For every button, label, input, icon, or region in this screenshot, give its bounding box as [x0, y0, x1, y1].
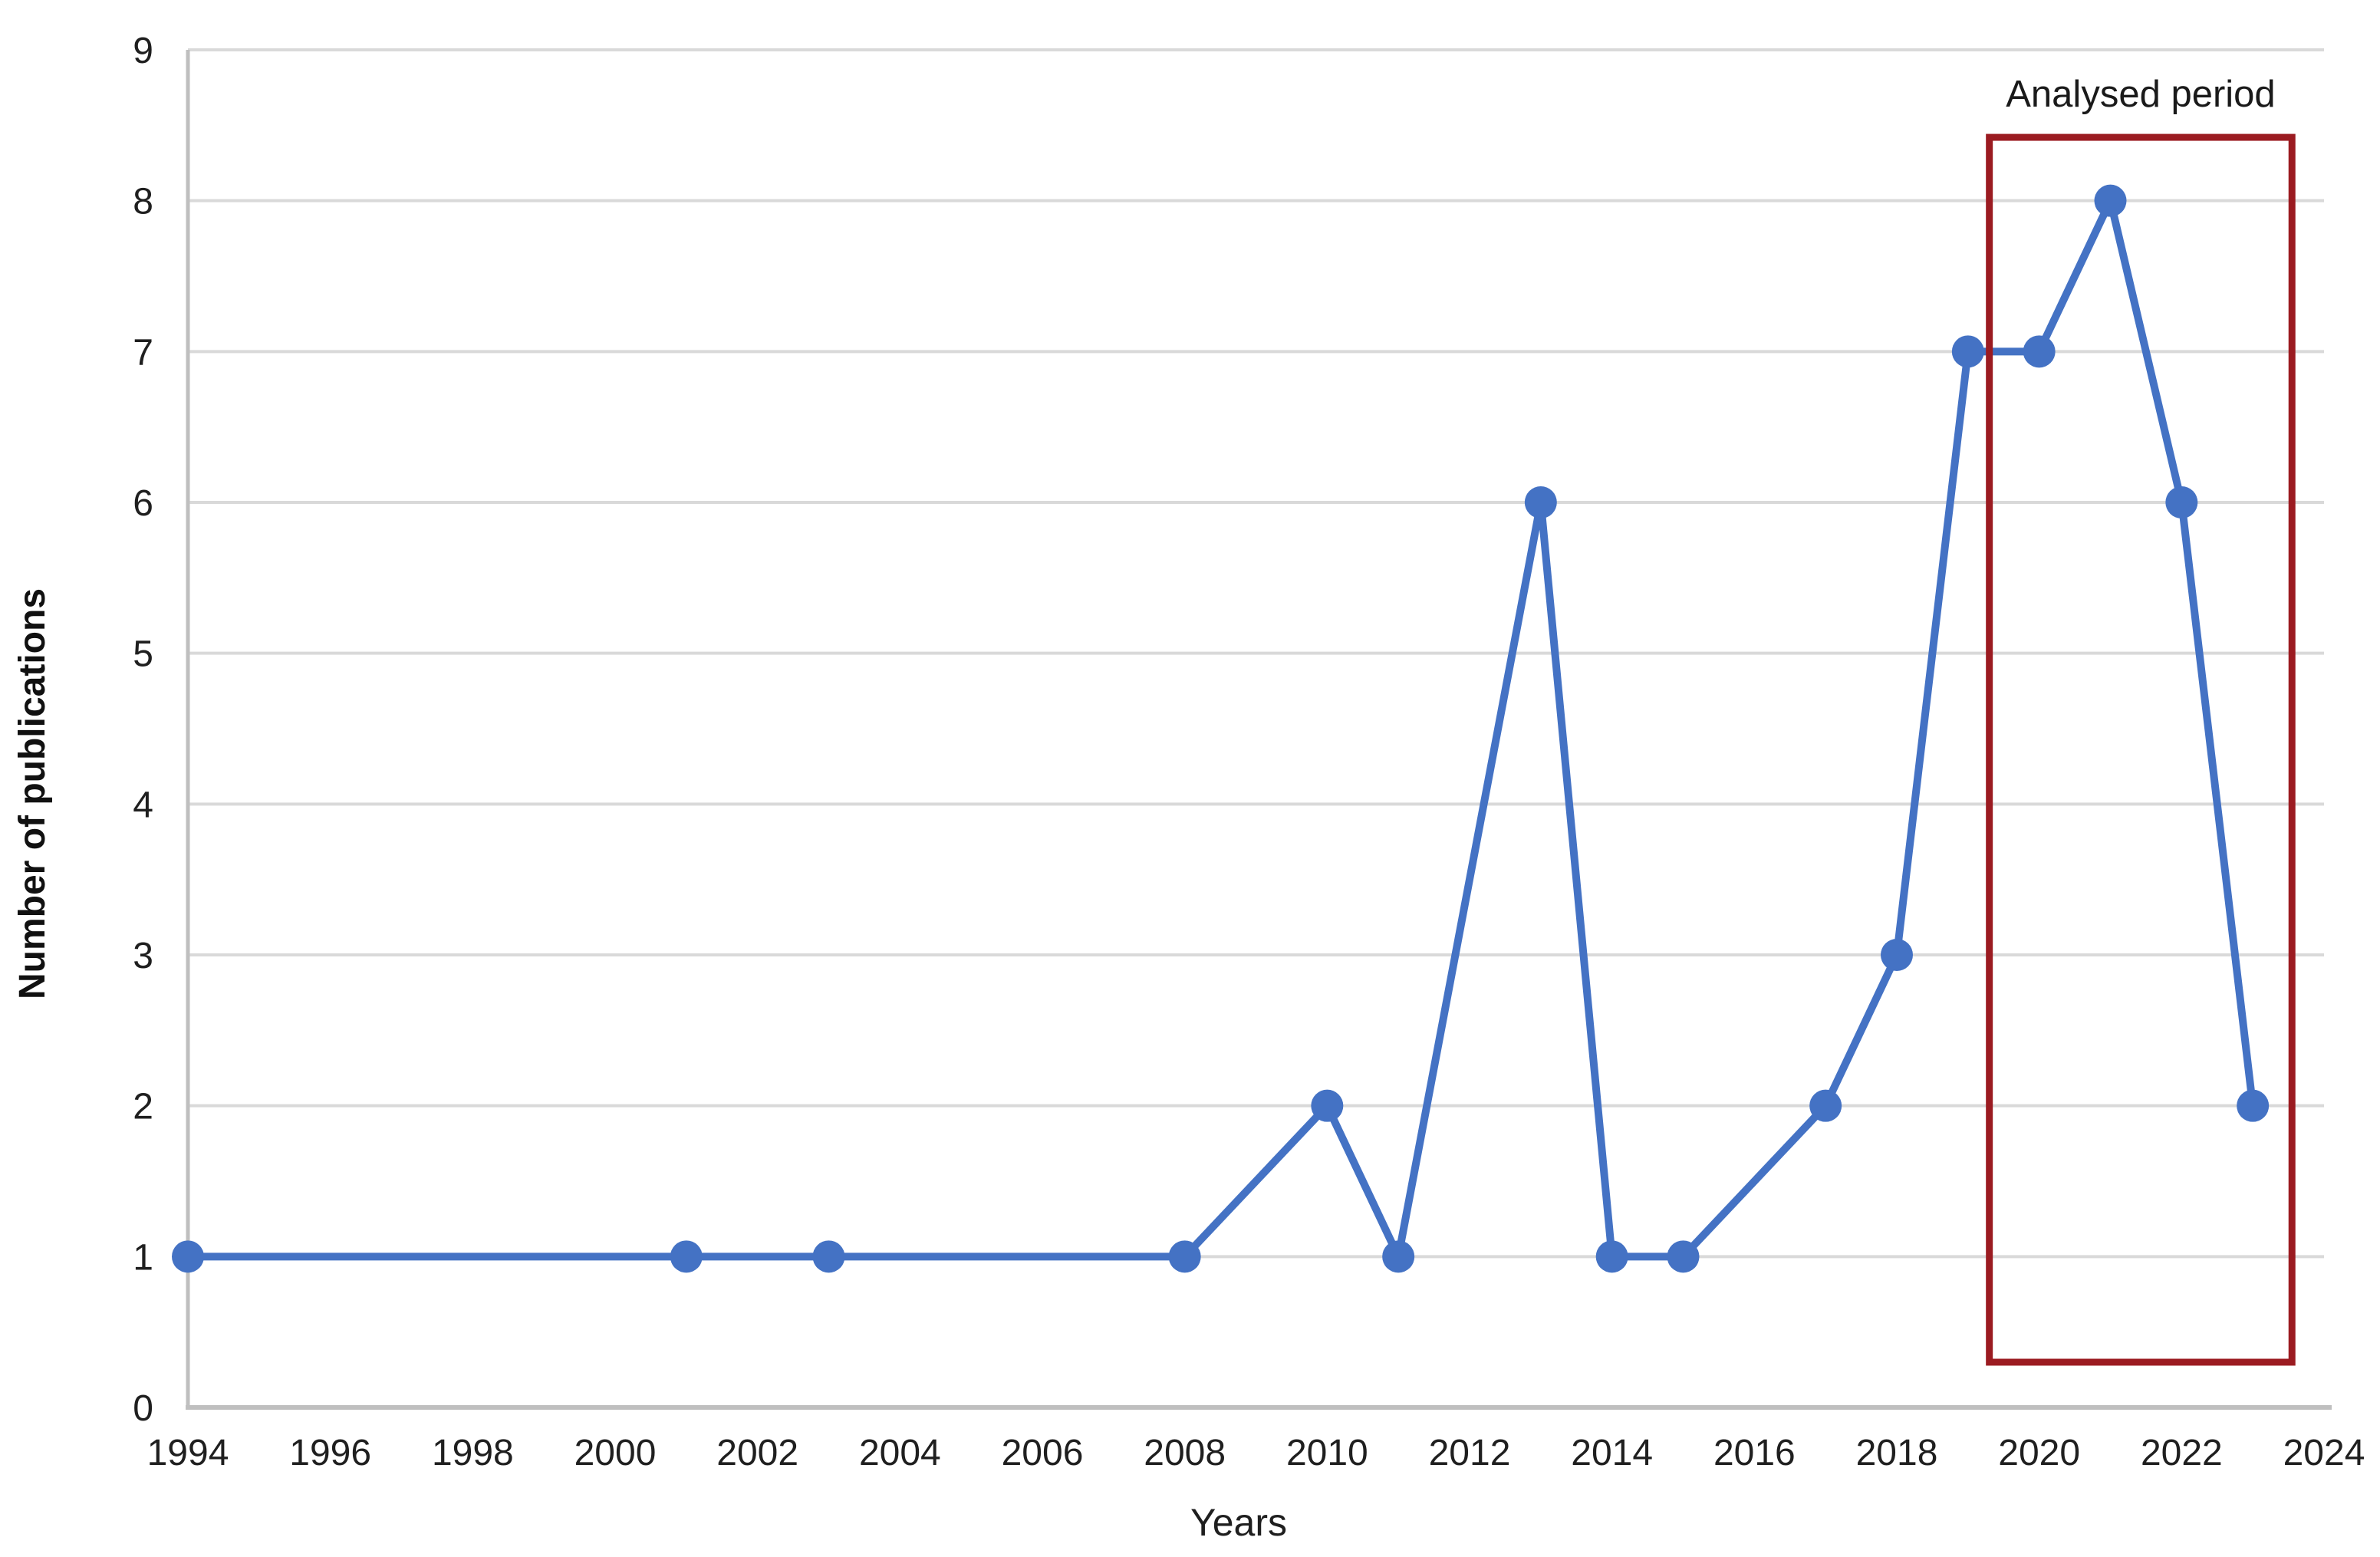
- data-point-marker: [812, 1240, 845, 1273]
- x-tick-label: 2016: [1713, 1433, 1796, 1473]
- x-tick-label: 2000: [574, 1433, 657, 1473]
- annotation-layer: [1986, 133, 2296, 1366]
- y-tick-label: 5: [133, 634, 153, 675]
- y-tick-label: 2: [133, 1087, 153, 1127]
- x-tick-label: 2008: [1144, 1433, 1226, 1473]
- x-axis-title: Years: [1190, 1501, 1287, 1544]
- x-tick-label: 1998: [432, 1433, 514, 1473]
- analysed-period-box: [1986, 133, 2296, 1366]
- x-tick-labels-layer: 1994 1996 1998 2000 2002 2004 2006 2008 2010 2012…: [147, 1433, 2365, 1473]
- data-point-marker: [2094, 184, 2127, 217]
- x-tick-label: 2006: [1002, 1433, 1084, 1473]
- data-point-marker: [2023, 335, 2056, 368]
- x-tick-label: 2024: [2283, 1433, 2365, 1473]
- data-point-marker: [1595, 1240, 1628, 1273]
- x-tick-label: 1994: [147, 1433, 229, 1473]
- y-tick-label: 0: [133, 1388, 153, 1429]
- data-point-marker: [670, 1240, 703, 1273]
- y-tick-label: 7: [133, 332, 153, 373]
- data-point-marker: [1168, 1240, 1201, 1273]
- x-tick-label: 2014: [1571, 1433, 1653, 1473]
- data-point-marker: [2237, 1089, 2270, 1122]
- series-line: [184, 196, 2257, 1261]
- x-tick-label: 2012: [1429, 1433, 1511, 1473]
- data-point-marker: [1524, 486, 1557, 518]
- gridlines-layer: [188, 48, 2324, 1259]
- y-tick-label: 1: [133, 1237, 153, 1278]
- y-tick-labels-layer: 0 1 2 3 4 5 6 7 8 9: [133, 31, 153, 1429]
- x-tick-label: 2004: [859, 1433, 941, 1473]
- data-point-marker: [1809, 1089, 1842, 1122]
- data-point-marker: [1881, 939, 1913, 971]
- data-point-marker: [1951, 335, 1984, 368]
- axes-layer: [186, 50, 2332, 1410]
- x-tick-label: 2020: [1998, 1433, 2080, 1473]
- x-tick-label: 2010: [1286, 1433, 1368, 1473]
- data-point-marker: [172, 1240, 204, 1273]
- data-point-marker: [1667, 1240, 1700, 1273]
- data-point-marker: [1311, 1089, 1344, 1122]
- data-series-layer: [172, 184, 2270, 1273]
- y-tick-label: 6: [133, 483, 153, 524]
- y-axis-title: Number of publications: [12, 588, 53, 999]
- x-tick-label: 2022: [2141, 1433, 2223, 1473]
- x-tick-label: 2002: [716, 1433, 798, 1473]
- y-tick-label: 3: [133, 936, 153, 976]
- annotation-label: Analysed period: [2006, 74, 2275, 115]
- y-tick-label: 4: [133, 785, 153, 825]
- data-point-marker: [1382, 1240, 1415, 1273]
- y-tick-label: 8: [133, 182, 153, 222]
- y-tick-label: 9: [133, 31, 153, 71]
- x-tick-label: 2018: [1856, 1433, 1938, 1473]
- data-point-marker: [2165, 486, 2198, 518]
- x-tick-label: 1996: [289, 1433, 371, 1473]
